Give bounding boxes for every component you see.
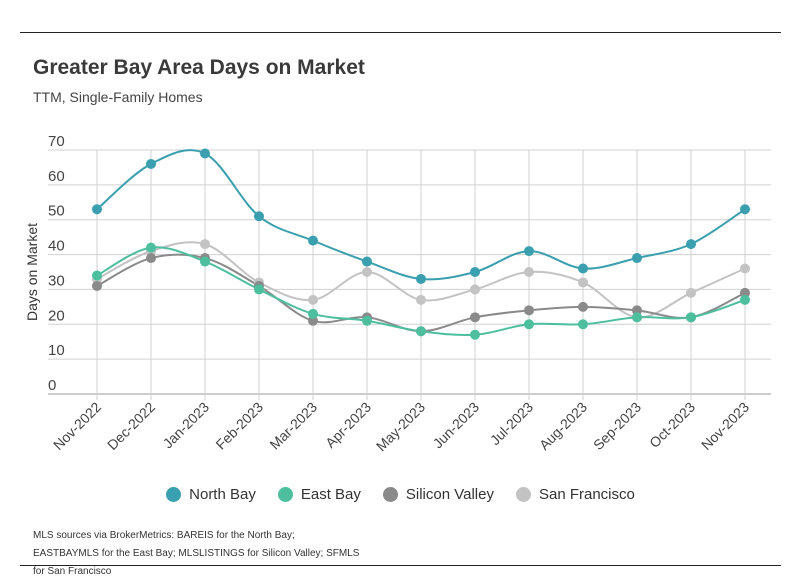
data-point-san-francisco (362, 267, 372, 277)
x-tick-label: Feb-2023 (212, 399, 266, 453)
data-point-silicon-valley (92, 280, 102, 291)
data-point-san-francisco (578, 277, 588, 288)
y-tick-label: 40 (48, 238, 65, 255)
legend-swatch (382, 487, 398, 502)
data-point-east-bay (308, 308, 318, 319)
x-tick-label: Dec-2022 (104, 399, 158, 453)
data-point-north-bay (740, 204, 750, 215)
data-point-east-bay (416, 326, 426, 337)
data-point-silicon-valley (470, 312, 480, 323)
legend-label: Silicon Valley (405, 486, 494, 503)
data-point-east-bay (146, 242, 156, 253)
x-tick-label: Jun-2023 (430, 399, 483, 452)
bottom-rule (20, 565, 781, 566)
legend-swatch (515, 487, 531, 502)
data-point-north-bay (524, 246, 534, 257)
data-point-east-bay (740, 294, 750, 305)
data-point-east-bay (578, 319, 588, 330)
data-point-silicon-valley (578, 301, 588, 312)
y-axis-label: Days on Market (24, 223, 40, 321)
line-chart: 0 10 20 30 40 50 60 70 Nov-2022 Dec-2022 Jan-2023 F… (24, 133, 771, 454)
data-point-silicon-valley (632, 305, 642, 316)
data-point-east-bay (362, 315, 372, 326)
legend-label: East Bay (300, 486, 361, 503)
x-tick-label: Jul-2023 (487, 399, 536, 448)
legend-item-san-francisco: San Francisco (515, 486, 635, 503)
data-point-san-francisco (740, 263, 750, 274)
data-point-silicon-valley (146, 253, 156, 264)
chart-subtitle: TTM, Single-Family Homes (33, 89, 203, 105)
x-tick-label: Jan-2023 (160, 399, 213, 452)
data-point-silicon-valley (524, 305, 534, 316)
x-tick-label: Nov-2023 (698, 399, 752, 453)
data-point-north-bay (92, 204, 102, 215)
data-point-north-bay (416, 273, 426, 284)
data-point-north-bay (308, 235, 318, 246)
x-tick-label: Aug-2023 (536, 399, 590, 453)
data-point-san-francisco (416, 294, 426, 305)
data-point-north-bay (146, 158, 156, 169)
legend-item-east-bay: East Bay (277, 486, 361, 503)
data-point-san-francisco (686, 287, 696, 298)
data-point-san-francisco (308, 294, 318, 305)
data-point-east-bay (632, 312, 642, 323)
y-tick-label: 50 (48, 203, 65, 220)
legend-label: North Bay (189, 486, 256, 503)
grid-lines (48, 149, 771, 400)
data-point-north-bay (470, 267, 480, 277)
y-tick-label: 30 (48, 272, 65, 289)
data-point-north-bay (686, 239, 696, 250)
legend: North Bay East Bay Silicon Valley San Franc… (0, 486, 801, 503)
x-tick-label: May-2023 (373, 399, 428, 454)
y-tick-label: 10 (48, 342, 65, 359)
x-tick-label: Sep-2023 (590, 399, 644, 453)
x-tick-label: Apr-2023 (322, 399, 374, 451)
data-point-north-bay (200, 148, 210, 159)
legend-item-silicon-valley: Silicon Valley (382, 486, 494, 503)
legend-swatch (166, 487, 182, 502)
y-tick-label: 60 (48, 168, 65, 185)
data-point-san-francisco (470, 284, 480, 295)
x-tick-label: Nov-2022 (50, 399, 104, 453)
data-point-north-bay (632, 253, 642, 264)
legend-label: San Francisco (538, 486, 635, 503)
legend-swatch (277, 487, 293, 502)
legend-item-north-bay: North Bay (166, 486, 256, 503)
data-point-north-bay (362, 256, 372, 267)
data-point-north-bay (578, 263, 588, 274)
top-rule (20, 32, 781, 33)
axes: 0 10 20 30 40 50 60 70 Nov-2022 Dec-2022 Jan-2023 F… (48, 133, 752, 454)
x-tick-label: Oct-2023 (646, 399, 698, 451)
data-point-east-bay (470, 329, 480, 340)
data-point-north-bay (254, 211, 264, 222)
data-point-east-bay (686, 312, 696, 323)
data-point-san-francisco (200, 239, 210, 250)
data-point-silicon-valley (308, 315, 318, 326)
data-point-east-bay (92, 270, 102, 281)
data-point-east-bay (524, 319, 534, 330)
y-tick-label: 20 (48, 307, 65, 324)
data-point-east-bay (200, 256, 210, 267)
data-point-east-bay (254, 284, 264, 295)
y-tick-label: 0 (48, 377, 56, 394)
x-tick-label: Mar-2023 (266, 399, 320, 453)
chart-title: Greater Bay Area Days on Market (33, 56, 365, 79)
data-points (92, 148, 750, 340)
y-tick-label: 70 (48, 133, 65, 150)
data-point-silicon-valley (740, 287, 750, 298)
data-point-san-francisco (524, 267, 534, 277)
source-footnote: MLS sources via BrokerMetrics: BAREIS fo… (33, 530, 360, 577)
